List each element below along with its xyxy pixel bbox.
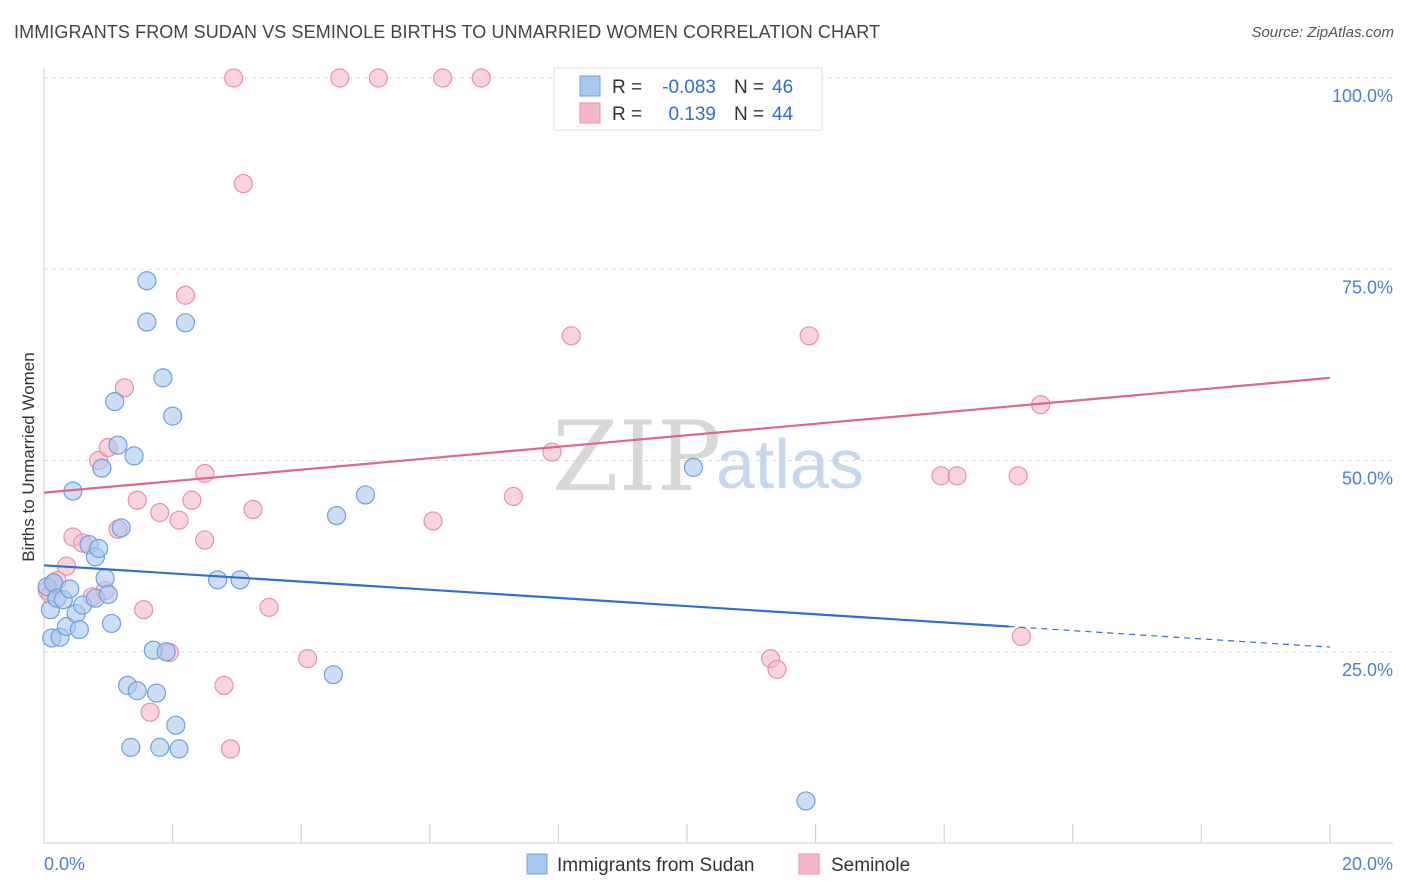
seminole-point xyxy=(433,68,453,88)
sudan-point xyxy=(121,737,141,757)
sudan-point xyxy=(150,737,170,757)
seminole-point xyxy=(214,675,234,696)
seminole-point xyxy=(298,649,318,669)
legend-n-label-sudan: N = xyxy=(734,77,764,98)
sudan-point xyxy=(92,458,112,478)
seminole-point xyxy=(423,511,443,531)
gridlines xyxy=(44,77,1393,653)
seminole-point xyxy=(259,597,279,617)
sudan-point xyxy=(153,368,173,388)
sudan-point xyxy=(101,613,122,634)
seminole-point xyxy=(503,486,523,507)
sudan-point xyxy=(105,391,125,412)
legend-n-value-seminole: 44 xyxy=(772,104,794,125)
seminole-point xyxy=(799,326,819,346)
sudan-point xyxy=(156,642,176,662)
seminole-point xyxy=(150,502,170,523)
seminole-point xyxy=(767,659,787,679)
sudan-point xyxy=(60,579,80,599)
legend-r-label-sudan: R = xyxy=(612,77,642,98)
sudan-trend-extension xyxy=(1008,625,1331,648)
seminole-point xyxy=(182,490,202,510)
legend-n-label-seminole: N = xyxy=(734,104,764,125)
sudan-point xyxy=(166,715,186,735)
sudan-point xyxy=(683,457,704,477)
sudan-point xyxy=(796,791,816,811)
legend-swatch-seminole xyxy=(579,102,601,124)
x-tick-min: 0.0% xyxy=(44,854,85,874)
sudan-point xyxy=(169,739,189,759)
y-axis-label: Births to Unmarried Women xyxy=(19,352,38,561)
seminole-point xyxy=(233,173,253,194)
legend-r-label-seminole: R = xyxy=(612,104,642,125)
seminole-point xyxy=(471,68,491,88)
sudan-trend-line xyxy=(43,564,1009,628)
sudan-point xyxy=(230,570,250,590)
sudan-point xyxy=(124,446,144,466)
sudan-point xyxy=(137,312,157,332)
sudan-point xyxy=(175,313,196,333)
legend-swatch-sudan xyxy=(579,75,601,97)
seminole-point xyxy=(1008,466,1028,486)
sudan-point xyxy=(355,485,376,505)
sudan-point xyxy=(163,406,183,426)
seminole-point xyxy=(931,466,951,486)
seminole-point xyxy=(243,499,263,520)
seminole-point xyxy=(1011,626,1031,647)
sudan-point xyxy=(111,518,131,538)
seminole-point xyxy=(195,530,215,550)
bottom-legend-swatch-seminole xyxy=(798,853,820,875)
y-tick-labels: 25.0% 50.0% 75.0% 100.0% xyxy=(1332,86,1393,680)
bottom-legend-label-seminole: Seminole xyxy=(831,855,910,876)
trend-lines xyxy=(43,376,1331,648)
axes xyxy=(43,68,1393,844)
data-points xyxy=(37,68,1051,811)
sudan-point xyxy=(98,584,118,604)
stats-legend: R = -0.083 N = 46 R = 0.139 N = 44 xyxy=(553,67,823,131)
x-tick-max: 20.0% xyxy=(1342,854,1393,874)
seminole-point xyxy=(169,510,189,530)
seminole-point xyxy=(368,68,388,88)
legend-r-value-sudan: -0.083 xyxy=(662,77,716,98)
sudan-point xyxy=(208,570,228,590)
seminole-point xyxy=(224,68,244,88)
series-legend: Immigrants from Sudan Seminole xyxy=(526,853,910,876)
bottom-legend-swatch-sudan xyxy=(526,853,548,875)
bottom-legend-label-sudan: Immigrants from Sudan xyxy=(557,855,754,876)
watermark-zip: ZIP xyxy=(552,401,721,513)
sudan-point xyxy=(89,538,109,559)
source-label: Source: ZipAtlas.com xyxy=(1251,24,1394,41)
seminole-point xyxy=(114,378,134,398)
chart-title: IMMIGRANTS FROM SUDAN VS SEMINOLE BIRTHS… xyxy=(14,22,881,42)
seminole-point xyxy=(330,68,350,88)
legend-n-value-sudan: 46 xyxy=(772,77,793,98)
sudan-point xyxy=(127,681,147,701)
seminole-point xyxy=(947,466,967,486)
sudan-point xyxy=(108,435,128,455)
y-tick-label-75: 75.0% xyxy=(1342,277,1393,297)
y-tick-label-25: 25.0% xyxy=(1342,660,1393,680)
sudan-point xyxy=(95,568,115,588)
seminole-trend-line xyxy=(43,376,1331,494)
sudan-point xyxy=(137,271,157,291)
legend-r-value-seminole: 0.139 xyxy=(668,104,716,125)
sudan-point xyxy=(69,619,89,640)
sudan-point xyxy=(323,665,343,685)
sudan-point xyxy=(326,505,347,526)
seminole-point xyxy=(220,739,241,759)
sudan-point xyxy=(146,683,167,703)
y-tick-label-50: 50.0% xyxy=(1342,469,1393,489)
seminole-point xyxy=(175,285,196,305)
seminole-point xyxy=(140,702,160,722)
seminole-point xyxy=(127,490,147,510)
watermark-atlas: atlas xyxy=(716,425,864,503)
seminole-point xyxy=(561,326,581,346)
y-tick-label-100: 100.0% xyxy=(1332,86,1393,106)
seminole-point xyxy=(134,600,154,620)
